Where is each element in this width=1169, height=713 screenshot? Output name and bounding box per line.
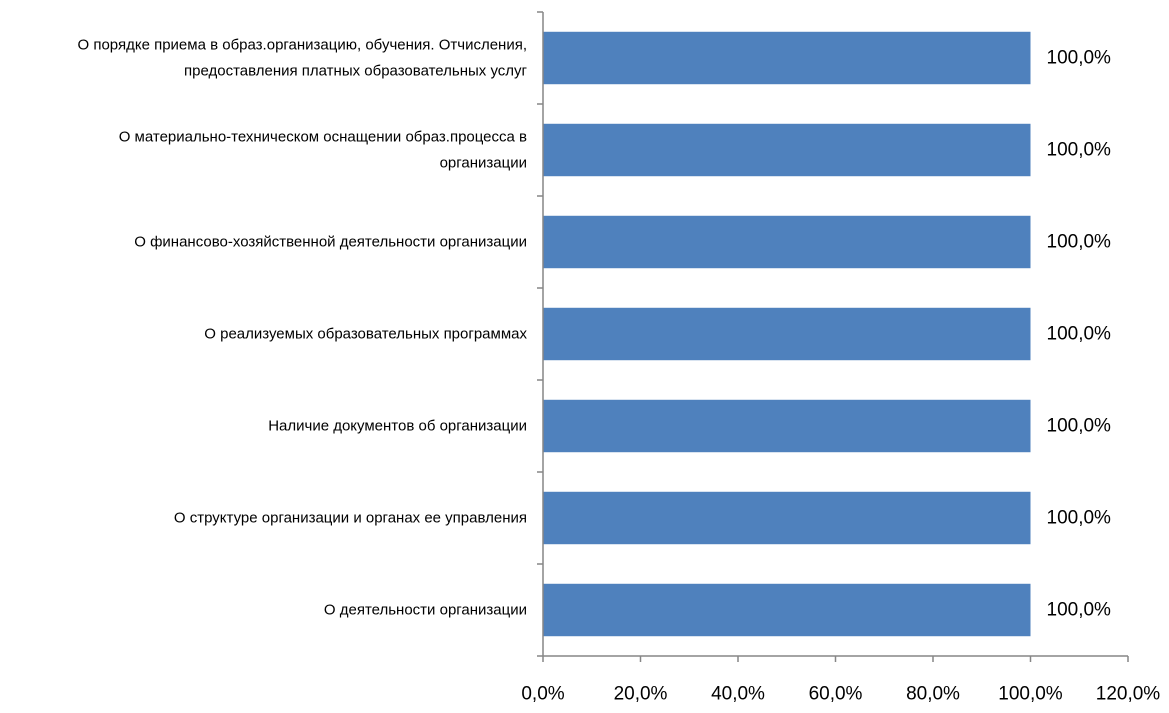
bar-2 bbox=[543, 123, 1031, 177]
x-tick-label-1: 0,0% bbox=[521, 684, 564, 705]
bar-7 bbox=[543, 583, 1031, 637]
category-label-4: О реализуемых образовательных программах bbox=[204, 326, 527, 343]
data-label-1: 100,0% bbox=[1047, 48, 1112, 69]
data-label-4: 100,0% bbox=[1047, 324, 1112, 345]
category-label-7: О деятельности организации bbox=[324, 602, 527, 619]
category-label-2-line-2: организации bbox=[440, 155, 527, 172]
x-tick-labels: 0,0% 20,0% 40,0% 60,0% 80,0% 100,0% 120,0% bbox=[521, 684, 1160, 705]
data-label-7: 100,0% bbox=[1047, 600, 1112, 621]
x-tick-label-4: 60,0% bbox=[809, 684, 863, 705]
category-labels: О порядке приема в образ.организацию, об… bbox=[78, 37, 528, 619]
category-label-2-line-1: О материально-техническом оснащении обра… bbox=[119, 129, 527, 146]
bar-3 bbox=[543, 215, 1031, 269]
x-tick-label-6: 100,0% bbox=[998, 684, 1063, 705]
axes bbox=[537, 11, 1129, 662]
data-labels: 100,0% 100,0% 100,0% 100,0% 100,0% 100,0% 100,… bbox=[1047, 48, 1112, 621]
x-tick-label-7: 120,0% bbox=[1096, 684, 1161, 705]
bar-6 bbox=[543, 491, 1031, 545]
bars-group bbox=[543, 31, 1031, 637]
category-label-1-line-2: предоставления платных образовательных у… bbox=[184, 63, 528, 80]
category-label-6: О структуре организации и органах ее упр… bbox=[174, 510, 527, 527]
x-tick-label-2: 20,0% bbox=[614, 684, 668, 705]
data-label-3: 100,0% bbox=[1047, 232, 1112, 253]
category-label-1-line-1: О порядке приема в образ.организацию, об… bbox=[78, 37, 528, 54]
bar-1 bbox=[543, 31, 1031, 85]
data-label-2: 100,0% bbox=[1047, 140, 1112, 161]
x-tick-label-3: 40,0% bbox=[711, 684, 765, 705]
data-label-5: 100,0% bbox=[1047, 416, 1112, 437]
bar-5 bbox=[543, 399, 1031, 453]
category-label-3: О финансово-хозяйственной деятельности о… bbox=[134, 234, 527, 251]
x-tick-label-5: 80,0% bbox=[906, 684, 960, 705]
category-label-5: Наличие документов об организации bbox=[268, 418, 527, 435]
bar-4 bbox=[543, 307, 1031, 361]
data-label-6: 100,0% bbox=[1047, 508, 1112, 529]
